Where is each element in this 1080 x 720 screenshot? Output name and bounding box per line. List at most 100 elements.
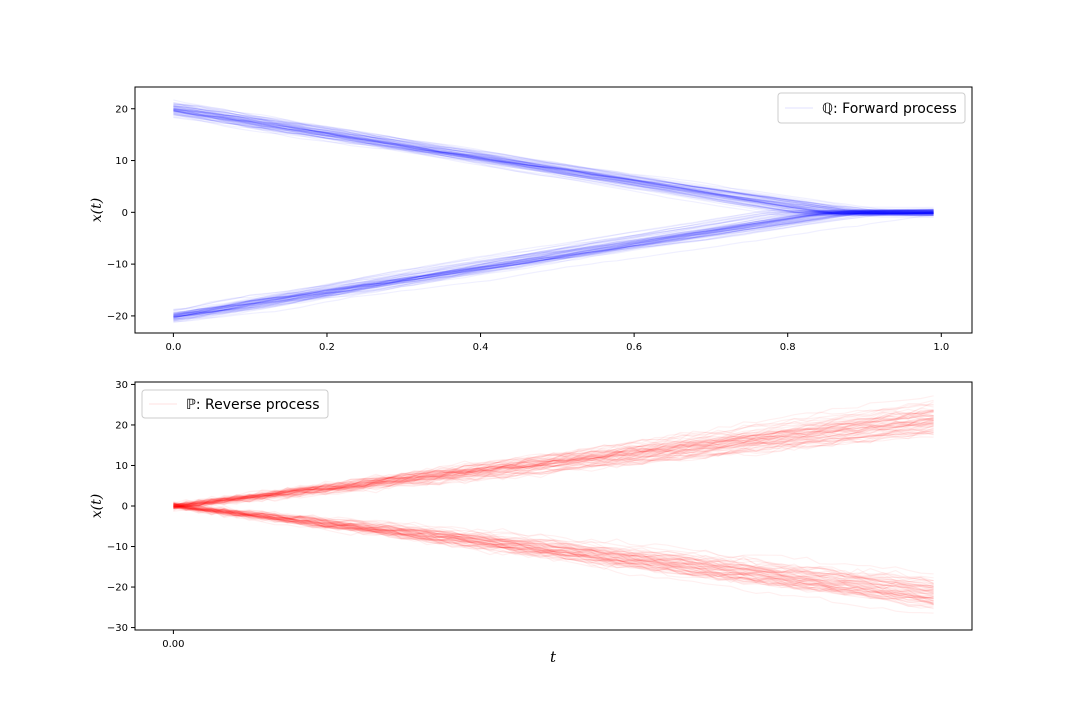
reverse-trajectory-line — [173, 504, 934, 592]
reverse-trajectory-line — [173, 507, 934, 605]
reverse-trajectory-line — [173, 407, 934, 504]
y-tick-label: −10 — [107, 260, 128, 271]
reverse-trajectory-line — [173, 502, 934, 606]
forward-trajectory-line — [173, 107, 934, 215]
forward-trajectory-line — [173, 107, 934, 214]
forward-trajectory-line — [173, 212, 934, 317]
forward-trajectory-line — [173, 106, 934, 216]
forward-trajectory-line — [173, 105, 934, 218]
forward-trajectory-line — [173, 109, 934, 212]
reverse-trajectory-line — [173, 414, 934, 506]
reverse-trajectory-line — [173, 411, 934, 506]
reverse-trajectory-line — [173, 505, 934, 586]
reverse-trajectory-line — [173, 422, 934, 507]
reverse-trajectory-line — [173, 414, 934, 508]
forward-trajectory-line — [173, 108, 934, 214]
forward-trajectory-line — [173, 106, 934, 213]
forward-trajectory-line — [173, 214, 934, 313]
forward-trajectory-line — [173, 212, 934, 321]
forward-process-panel: 0.0 0.2 0.4 0.6 0.8 1.0 20 10 0 −10 −20 x(t) ℚ: F… — [89, 86, 973, 353]
forward-trajectory-line — [173, 214, 934, 316]
forward-trajectory-line — [173, 112, 934, 217]
y-tick-label: 0 — [122, 208, 128, 219]
reverse-trajectory-line — [173, 404, 934, 506]
reverse-trajectory-line — [173, 507, 934, 585]
forward-trajectory-line — [173, 116, 934, 216]
reverse-trajectory-line — [173, 502, 934, 591]
y-tick-label: 10 — [115, 156, 128, 167]
forward-trajectory-line — [173, 212, 934, 314]
forward-trajectory-line — [173, 210, 934, 317]
forward-trajectory-line — [173, 206, 934, 314]
forward-trajectory-line — [173, 112, 934, 215]
reverse-trajectory-line — [173, 428, 934, 507]
reverse-trajectory-line — [173, 403, 934, 507]
bottom-y-ticks: 30 20 10 0 −10 −20 −30 — [107, 380, 135, 634]
forward-trajectory-line — [173, 111, 934, 214]
y-tick-label: −20 — [107, 311, 128, 322]
reverse-trajectory-line — [173, 504, 934, 582]
reverse-trajectory-line — [173, 503, 934, 597]
reverse-trajectory-line — [173, 504, 934, 599]
reverse-trajectory-line — [173, 505, 934, 604]
forward-trajectory-line — [173, 213, 934, 311]
reverse-trajectory-line — [173, 504, 934, 584]
reverse-trajectory-line — [173, 507, 934, 597]
reverse-trajectory-line — [173, 430, 934, 508]
reverse-trajectory-line — [173, 422, 934, 509]
reverse-trajectory-line — [173, 410, 934, 509]
forward-trajectory-line — [173, 211, 934, 316]
bottom-x-ticks: 0.00 — [162, 630, 185, 650]
forward-trajectory-line — [173, 109, 934, 211]
forward-trajectory-line — [173, 211, 934, 322]
forward-trajectory-line — [173, 211, 934, 318]
reverse-trajectory-line — [173, 504, 934, 587]
forward-trajectory-line — [173, 211, 934, 314]
reverse-trajectory-line — [173, 503, 934, 595]
forward-trajectory-line — [173, 110, 934, 215]
forward-trajectory-line — [173, 110, 934, 213]
forward-trajectory-line — [173, 208, 934, 310]
reverse-trajectory-line — [173, 504, 934, 593]
forward-trajectory-line — [173, 110, 934, 214]
reverse-trajectory-line — [173, 506, 934, 600]
reverse-trajectory-line — [173, 422, 934, 508]
forward-trajectory-line — [173, 113, 934, 215]
reverse-trajectory-line — [173, 505, 934, 587]
forward-trajectory-line — [173, 211, 934, 315]
forward-trajectory-line — [173, 110, 934, 213]
reverse-trajectory-line — [173, 502, 934, 588]
reverse-trajectory-line — [173, 504, 934, 605]
reverse-trajectory-line — [173, 417, 934, 506]
forward-trajectory-line — [173, 209, 934, 318]
reverse-trajectory-line — [173, 503, 934, 579]
reverse-trajectory-line — [173, 430, 934, 506]
forward-trajectory-line — [173, 109, 934, 214]
reverse-trajectory-line — [173, 419, 934, 507]
reverse-trajectory-line — [173, 424, 934, 505]
reverse-trajectory-line — [173, 505, 934, 592]
reverse-trajectory-line — [173, 418, 934, 508]
forward-trajectory-line — [173, 108, 934, 214]
reverse-trajectory-line — [173, 423, 934, 509]
forward-trajectory-line — [173, 212, 934, 318]
forward-trajectory-line — [173, 109, 934, 211]
reverse-trajectory-line — [173, 436, 934, 507]
reverse-trajectory-line — [173, 418, 934, 508]
reverse-trajectory-line — [173, 409, 934, 507]
reverse-trajectory-line — [173, 506, 934, 599]
reverse-trajectory-line — [173, 429, 934, 509]
reverse-trajectory-line — [173, 427, 934, 506]
forward-trajectory-line — [173, 212, 934, 324]
forward-trajectory-line — [173, 102, 934, 213]
reverse-trajectory-line — [173, 500, 934, 589]
forward-trajectory-line — [173, 114, 934, 212]
y-tick-label: −20 — [107, 583, 128, 594]
reverse-trajectory-line — [173, 505, 934, 592]
forward-trajectory-line — [173, 108, 934, 217]
forward-trajectory-line — [173, 208, 934, 317]
forward-trajectory-line — [173, 212, 934, 318]
top-legend: ℚ: Forward process — [777, 92, 966, 124]
reverse-trajectory-line — [173, 504, 934, 587]
forward-trajectory-line — [173, 105, 934, 215]
